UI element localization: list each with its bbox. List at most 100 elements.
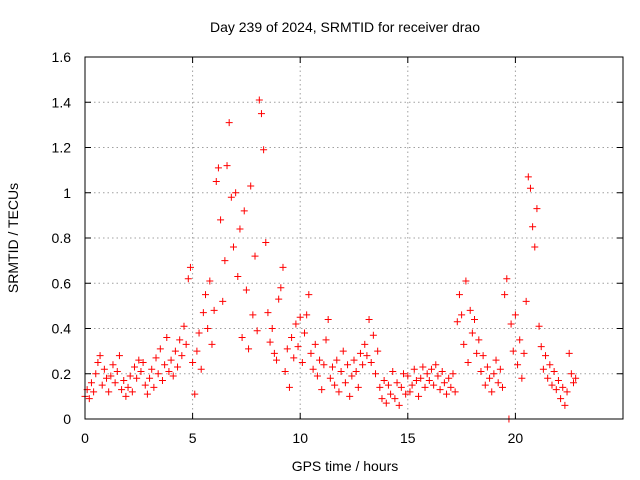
data-point bbox=[174, 363, 182, 371]
data-point bbox=[333, 356, 341, 364]
data-point bbox=[458, 311, 466, 319]
data-point bbox=[466, 306, 474, 314]
data-point bbox=[565, 349, 573, 357]
data-point bbox=[354, 383, 362, 391]
data-point bbox=[367, 358, 375, 366]
data-point bbox=[130, 363, 138, 371]
data-point bbox=[109, 361, 117, 369]
data-point bbox=[522, 297, 530, 305]
data-point bbox=[471, 315, 479, 323]
data-point bbox=[481, 381, 489, 389]
data-point bbox=[410, 365, 418, 373]
data-point bbox=[262, 239, 270, 247]
data-point bbox=[251, 252, 259, 260]
data-point bbox=[473, 349, 481, 357]
data-point bbox=[369, 331, 377, 339]
data-point bbox=[440, 379, 448, 387]
data-point bbox=[118, 386, 126, 394]
data-point bbox=[509, 347, 517, 355]
data-point bbox=[561, 401, 569, 409]
data-point bbox=[328, 363, 336, 371]
data-point bbox=[337, 367, 345, 375]
data-point bbox=[92, 370, 100, 378]
data-point bbox=[279, 263, 287, 271]
data-point bbox=[391, 395, 399, 403]
data-point bbox=[90, 388, 98, 396]
data-point bbox=[423, 370, 431, 378]
data-point bbox=[163, 334, 171, 342]
data-point bbox=[208, 340, 216, 348]
axis-ticks bbox=[84, 56, 623, 420]
data-point bbox=[309, 365, 317, 373]
data-point bbox=[141, 381, 149, 389]
y-tick-label: 0.8 bbox=[52, 230, 72, 246]
y-tick-label: 0.2 bbox=[52, 366, 72, 382]
data-point bbox=[143, 390, 151, 398]
data-points bbox=[81, 96, 580, 423]
data-point bbox=[167, 356, 175, 364]
data-point bbox=[301, 329, 309, 337]
data-point bbox=[103, 374, 111, 382]
data-point bbox=[197, 365, 205, 373]
data-point bbox=[199, 309, 207, 317]
data-point bbox=[524, 173, 532, 181]
x-tick-label: 15 bbox=[400, 430, 416, 446]
data-point bbox=[223, 162, 231, 170]
data-point bbox=[242, 286, 250, 294]
data-point bbox=[449, 370, 457, 378]
data-point bbox=[376, 383, 384, 391]
data-point bbox=[361, 340, 369, 348]
data-point bbox=[238, 334, 246, 342]
data-point bbox=[281, 367, 289, 375]
data-point bbox=[184, 275, 192, 283]
data-point bbox=[236, 225, 244, 233]
data-point bbox=[152, 354, 160, 362]
data-point bbox=[273, 356, 281, 364]
data-point bbox=[462, 277, 470, 285]
data-point bbox=[434, 372, 442, 380]
data-point bbox=[165, 367, 173, 375]
data-point bbox=[260, 146, 268, 154]
data-point bbox=[395, 401, 403, 409]
data-point bbox=[554, 377, 562, 385]
data-point bbox=[384, 381, 392, 389]
data-point bbox=[550, 367, 558, 375]
data-point bbox=[570, 379, 578, 387]
data-point bbox=[542, 352, 550, 360]
data-point bbox=[365, 315, 373, 323]
data-point bbox=[436, 386, 444, 394]
data-point bbox=[219, 297, 227, 305]
data-point bbox=[352, 367, 360, 375]
data-point bbox=[529, 223, 537, 231]
data-point bbox=[120, 377, 128, 385]
data-point bbox=[245, 345, 253, 353]
y-tick-label: 0.4 bbox=[52, 321, 72, 337]
data-point bbox=[311, 340, 319, 348]
data-point bbox=[453, 318, 461, 326]
data-point bbox=[122, 392, 130, 400]
data-point bbox=[535, 322, 543, 330]
data-point bbox=[382, 399, 390, 407]
data-point bbox=[415, 392, 423, 400]
data-point bbox=[94, 358, 102, 366]
data-point bbox=[402, 390, 410, 398]
data-point bbox=[387, 390, 395, 398]
data-point bbox=[447, 383, 455, 391]
data-point bbox=[255, 96, 263, 104]
data-point bbox=[303, 311, 311, 319]
data-point bbox=[406, 388, 414, 396]
data-point bbox=[341, 379, 349, 387]
x-tick-label: 20 bbox=[508, 430, 524, 446]
data-point bbox=[169, 372, 177, 380]
data-point bbox=[557, 395, 565, 403]
data-point bbox=[257, 110, 265, 118]
data-point bbox=[176, 336, 184, 344]
data-point bbox=[275, 295, 283, 303]
data-point bbox=[137, 367, 145, 375]
data-point bbox=[186, 263, 194, 271]
data-point bbox=[518, 374, 526, 382]
data-point bbox=[417, 374, 425, 382]
data-point bbox=[87, 379, 95, 387]
data-point bbox=[171, 347, 179, 355]
